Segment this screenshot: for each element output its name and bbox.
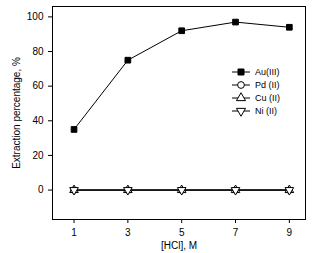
svg-text:20: 20 [32,150,44,161]
svg-text:5: 5 [179,227,185,238]
svg-text:Extraction percentage, %: Extraction percentage, % [11,57,22,169]
svg-text:7: 7 [233,227,239,238]
svg-text:Ni (II): Ni (II) [255,106,277,116]
svg-text:3: 3 [125,227,131,238]
svg-text:Pd (II): Pd (II) [255,80,280,90]
svg-text:100: 100 [27,11,44,22]
svg-text:[HCl], M: [HCl], M [161,240,197,251]
svg-text:9: 9 [287,227,293,238]
svg-text:60: 60 [32,80,44,91]
svg-text:1: 1 [71,227,77,238]
svg-text:0: 0 [38,184,44,195]
svg-text:40: 40 [32,115,44,126]
svg-text:Cu (II): Cu (II) [255,93,280,103]
svg-text:80: 80 [32,46,44,57]
svg-text:Au(III): Au(III) [255,67,280,77]
